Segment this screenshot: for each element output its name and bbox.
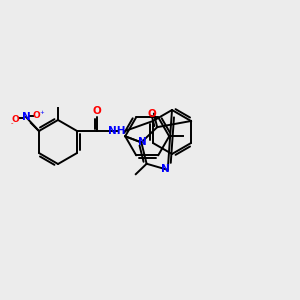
Text: O: O (11, 115, 19, 124)
Text: O: O (93, 106, 101, 116)
Text: O: O (148, 109, 156, 118)
Text: N: N (138, 137, 147, 147)
Text: N: N (161, 164, 170, 174)
Text: O: O (32, 110, 40, 119)
Text: N: N (22, 112, 30, 122)
Text: -: - (11, 120, 13, 126)
Text: NH: NH (108, 126, 126, 136)
Text: +: + (39, 110, 44, 116)
